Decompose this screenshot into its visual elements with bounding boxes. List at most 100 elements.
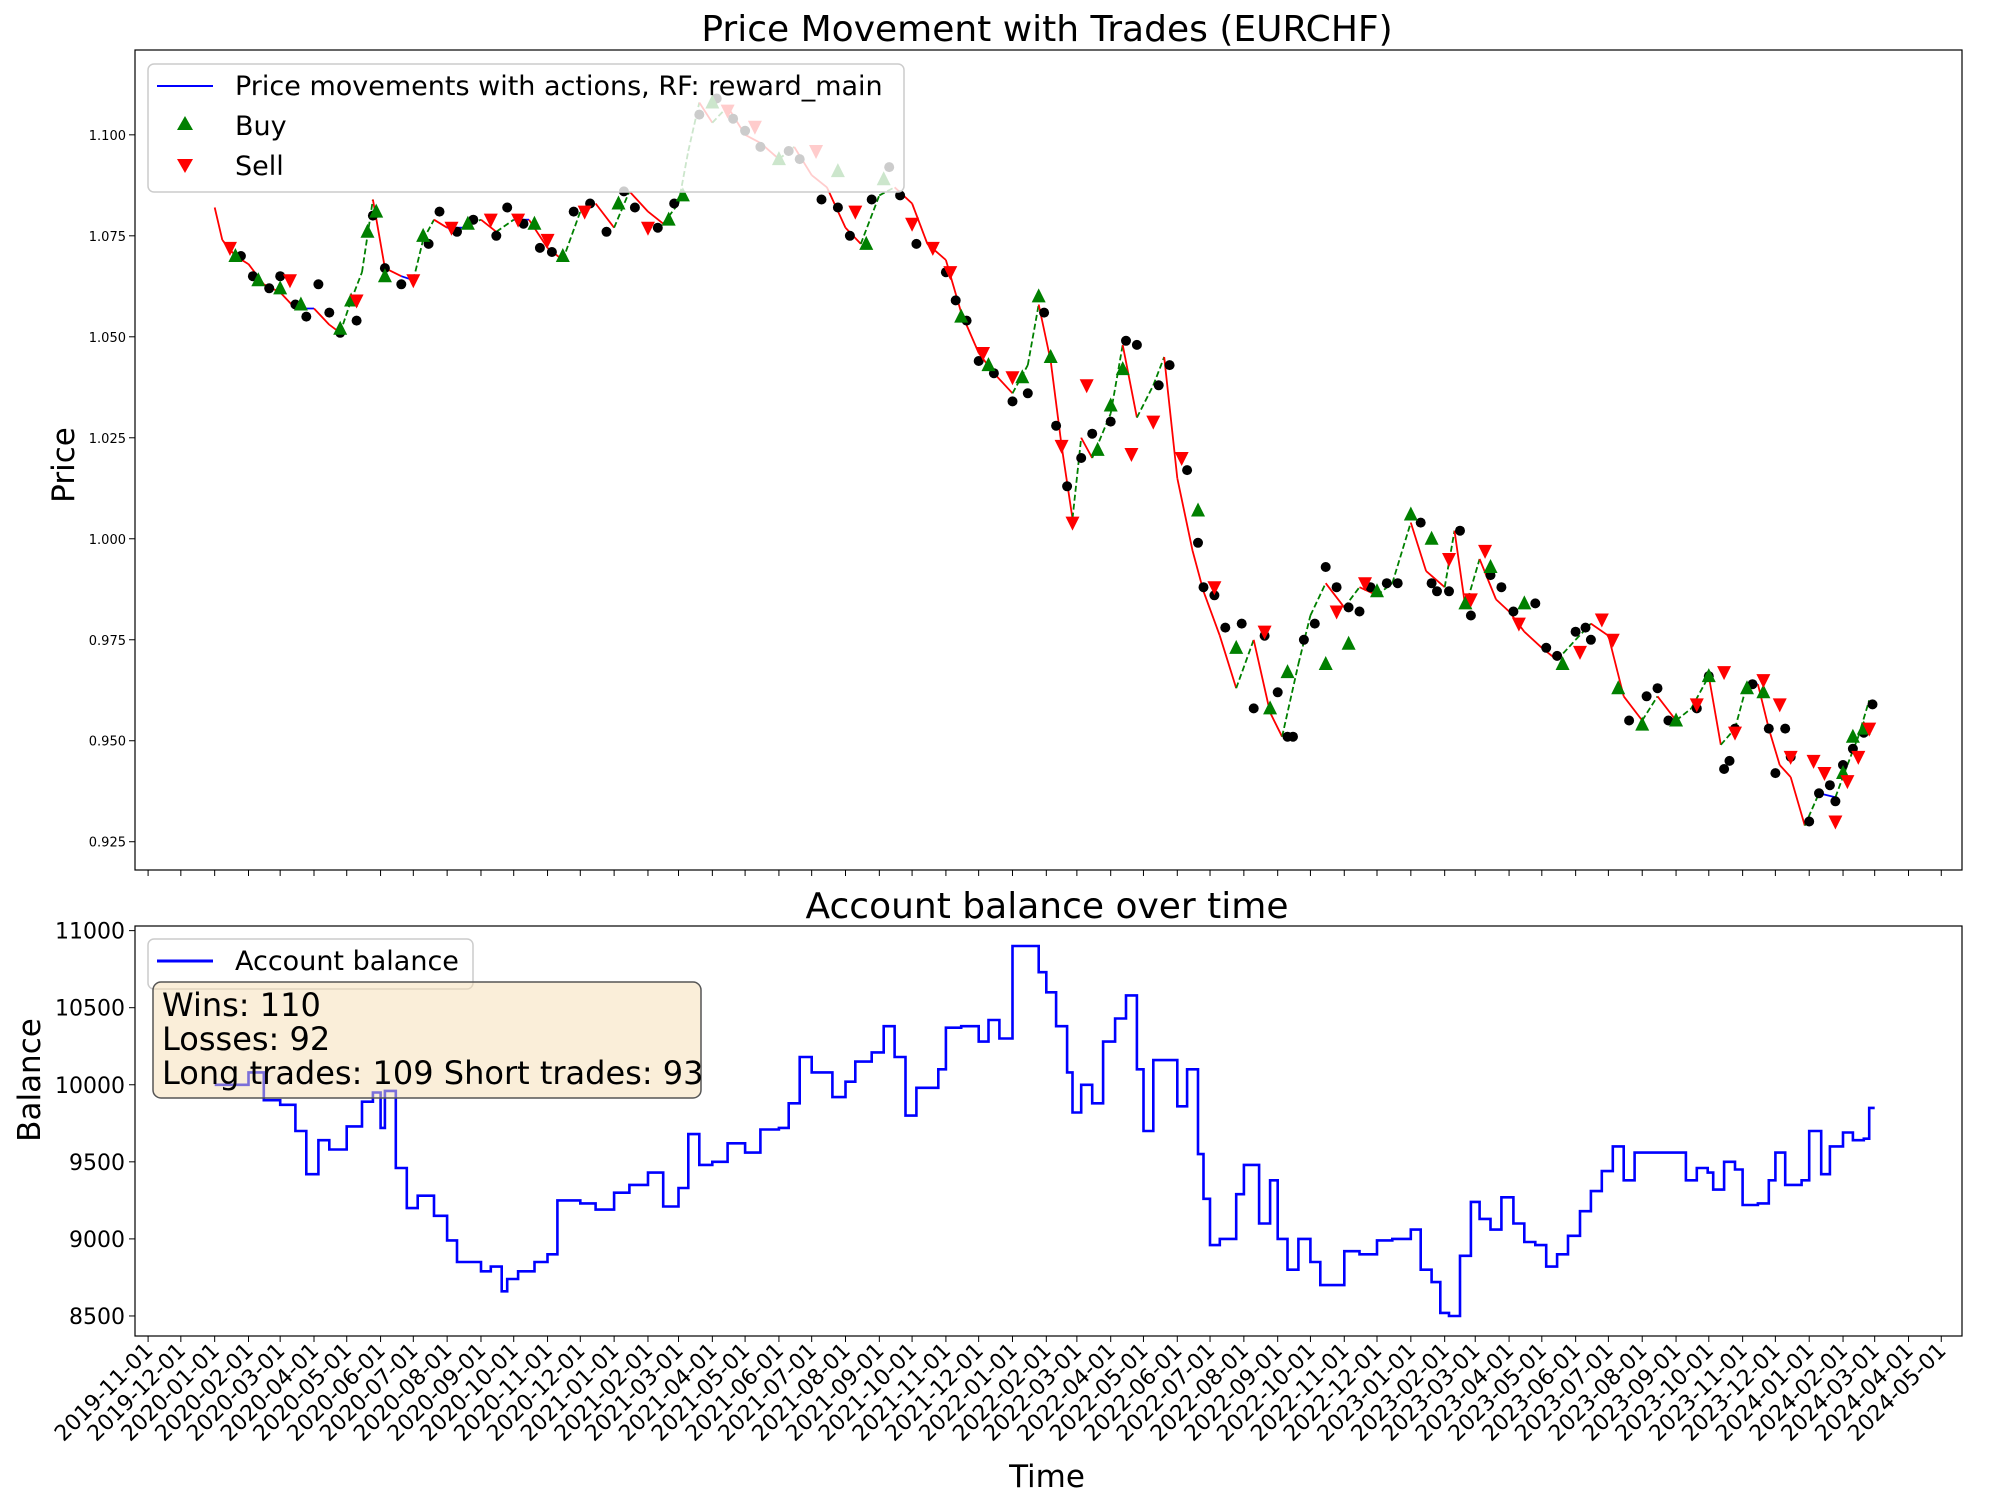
price-segment <box>1281 663 1300 737</box>
buy-marker <box>611 195 626 210</box>
buy-marker <box>360 223 375 238</box>
price-segment <box>213 207 224 241</box>
buy-marker <box>1458 595 1473 610</box>
price-segment <box>1011 364 1029 394</box>
price-segment <box>1409 522 1427 572</box>
close-marker <box>502 202 513 213</box>
sell-marker <box>406 274 421 289</box>
stats-wins: Wins: 110 <box>162 986 321 1024</box>
buy-marker <box>555 248 570 263</box>
price-segment <box>1121 344 1138 418</box>
buy-marker <box>1669 712 1684 727</box>
close-marker <box>275 271 286 282</box>
close-marker <box>434 206 445 217</box>
sell-marker <box>1358 577 1373 592</box>
close-marker <box>1022 388 1033 399</box>
buy-marker <box>1756 684 1771 699</box>
close-marker <box>1444 586 1454 597</box>
close-marker <box>1198 582 1209 593</box>
price-segment <box>1495 598 1510 613</box>
close-marker <box>1824 780 1835 791</box>
close-marker <box>264 283 275 294</box>
close-marker <box>1508 606 1519 617</box>
price-segment <box>433 218 448 229</box>
legend-sell-triangle-icon <box>177 159 193 173</box>
buy-marker <box>1403 506 1418 521</box>
price-segment <box>1136 384 1155 419</box>
close-marker <box>1236 618 1247 629</box>
price-y-tick-label: 1.050 <box>89 331 126 346</box>
legend-sell-label: Sell <box>235 151 284 182</box>
buy-marker <box>1103 397 1118 412</box>
price-segment <box>1309 582 1327 616</box>
close-marker <box>491 230 502 241</box>
close-marker <box>1193 537 1203 548</box>
close-marker <box>1131 339 1142 350</box>
price-segment <box>1720 728 1736 746</box>
price-segment <box>1218 635 1238 689</box>
sell-marker <box>1862 722 1877 737</box>
trade-stats-box: Wins: 110 Losses: 92 Long trades: 109 Sh… <box>152 981 704 1099</box>
close-marker <box>379 263 390 274</box>
price-segment <box>1846 736 1860 766</box>
close-marker <box>1331 582 1342 593</box>
buy-marker <box>416 227 431 242</box>
legend-balance-label: Account balance <box>235 946 459 977</box>
close-marker <box>1585 634 1596 645</box>
close-marker <box>1392 578 1403 589</box>
close-marker <box>1804 816 1815 827</box>
close-marker <box>1641 691 1652 702</box>
buy-marker <box>1090 441 1105 456</box>
sell-marker <box>1511 617 1526 632</box>
close-marker <box>351 315 362 326</box>
balance-y-axis-label: Balance <box>12 1018 48 1142</box>
price-segment <box>1857 700 1871 737</box>
buy-marker <box>954 308 969 323</box>
sell-marker <box>349 294 364 309</box>
sell-marker <box>1689 698 1704 713</box>
price-segment <box>594 202 615 229</box>
close-marker <box>546 247 557 257</box>
balance-plot-area: 8500 9000 9500 10000 10500 11000 2019-11-0120… <box>50 920 1963 1447</box>
sell-marker <box>976 346 991 361</box>
close-marker <box>1580 622 1591 633</box>
close-marker <box>1541 642 1552 653</box>
close-marker <box>1007 396 1018 407</box>
close-marker <box>1164 360 1175 371</box>
close-marker <box>1076 453 1087 463</box>
price-segment <box>647 210 664 225</box>
buy-marker <box>273 280 288 295</box>
buy-marker <box>1555 655 1570 670</box>
sell-marker <box>848 205 863 220</box>
price-y-tick-label: 0.925 <box>89 836 126 851</box>
close-marker <box>1763 723 1774 734</box>
price-x-ticks <box>147 870 1942 876</box>
balance-x-ticks: 2019-11-012019-12-012020-01-012020-02-01… <box>50 1336 1952 1447</box>
close-marker <box>1121 335 1131 346</box>
close-marker <box>1432 586 1442 597</box>
close-marker <box>1814 788 1824 799</box>
sell-marker <box>1727 726 1742 741</box>
price-segment <box>495 218 515 233</box>
sell-marker <box>1005 371 1020 386</box>
price-segment <box>1641 695 1659 721</box>
price-legend: Price movements with actions, RF: reward… <box>147 63 905 193</box>
balance-chart-title: Account balance over time <box>805 886 1288 927</box>
sell-marker <box>1065 516 1080 531</box>
balance-y-tick-label: 11000 <box>55 920 125 945</box>
balance-line <box>214 944 1875 1318</box>
price-segment <box>1269 712 1283 738</box>
balance-y-tick-label: 9500 <box>69 1151 125 1176</box>
price-y-ticks: 0.925 0.950 0.975 1.000 1.025 1.050 1.075 1.100 <box>89 129 135 851</box>
price-chart-title: Price Movement with Trades (EURCHF) <box>701 9 1392 50</box>
balance-y-tick-label: 10500 <box>55 997 125 1022</box>
close-marker <box>1652 683 1663 694</box>
close-marker <box>1087 428 1098 439</box>
close-marker <box>601 226 612 237</box>
price-legend-box <box>147 63 905 193</box>
buy-marker <box>1015 369 1030 384</box>
buy-marker <box>1263 700 1278 715</box>
sell-marker <box>1840 775 1855 790</box>
price-y-tick-label: 1.100 <box>89 129 126 144</box>
